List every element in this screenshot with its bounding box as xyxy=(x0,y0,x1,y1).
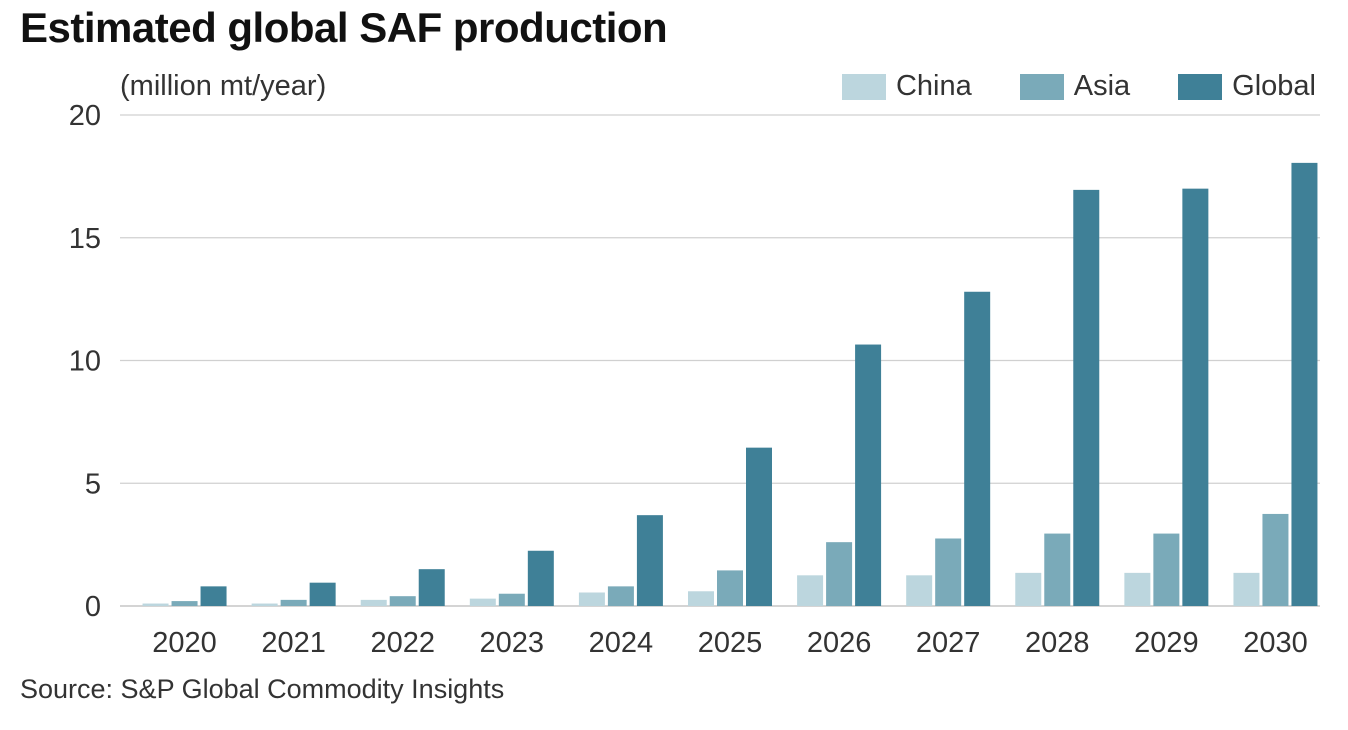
y-tick-label-0: 0 xyxy=(85,591,101,623)
bar-china-2023 xyxy=(469,598,496,606)
x-tick-label-2027: 2027 xyxy=(916,627,981,659)
x-tick-label-2029: 2029 xyxy=(1134,627,1199,659)
x-tick-label-2023: 2023 xyxy=(480,627,545,659)
legend-swatch-global xyxy=(1178,73,1223,100)
source-note: Source: S&P Global Commodity Insights xyxy=(20,674,505,704)
bar-asia-2021 xyxy=(280,599,307,606)
legend-item-asia: Asia xyxy=(1019,70,1131,103)
legend: China Asia Global xyxy=(841,70,1316,103)
legend-label-china: China xyxy=(895,70,972,102)
bar-global-2027 xyxy=(964,291,991,606)
x-tick-label-2024: 2024 xyxy=(589,627,654,659)
legend-swatch-asia xyxy=(1019,73,1064,100)
y-tick-label-20: 20 xyxy=(69,100,101,132)
x-tick-label-2030: 2030 xyxy=(1243,627,1308,659)
legend-label-asia: Asia xyxy=(1073,70,1131,102)
y-tick-label-10: 10 xyxy=(69,346,101,378)
bar-global-2024 xyxy=(636,515,663,606)
bar-global-2023 xyxy=(527,550,554,606)
bar-china-2020 xyxy=(142,603,169,606)
bar-global-2025 xyxy=(746,447,772,606)
y-tick-label-5: 5 xyxy=(85,468,101,500)
x-tick-label-2028: 2028 xyxy=(1025,627,1090,659)
x-tick-label-2026: 2026 xyxy=(807,627,872,659)
bar-asia-2025 xyxy=(717,570,743,606)
bar-asia-2024 xyxy=(607,586,634,606)
bar-china-2026 xyxy=(797,575,824,606)
chart-title: Estimated global SAF production xyxy=(20,4,668,51)
bar-china-2021 xyxy=(251,603,278,606)
y-axis-unit-label: (million mt/year) xyxy=(120,70,327,102)
x-tick-label-2025: 2025 xyxy=(698,627,763,659)
bar-asia-2022 xyxy=(389,596,416,606)
bar-global-2028 xyxy=(1073,189,1100,606)
bar-asia-2026 xyxy=(826,542,853,606)
bar-asia-2023 xyxy=(498,593,525,606)
bar-asia-2020 xyxy=(171,601,198,606)
bar-china-2028 xyxy=(1015,572,1042,606)
bar-global-2020 xyxy=(200,586,227,606)
bar-global-2022 xyxy=(418,569,445,606)
legend-item-china: China xyxy=(841,70,972,103)
bar-global-2021 xyxy=(309,582,336,606)
bar-global-2029 xyxy=(1182,188,1209,606)
legend-swatch-china xyxy=(841,73,886,100)
x-tick-label-2022: 2022 xyxy=(370,627,435,659)
legend-label-global: Global xyxy=(1232,70,1316,102)
bar-china-2030 xyxy=(1233,572,1260,606)
legend-item-global: Global xyxy=(1178,70,1316,103)
bar-china-2024 xyxy=(578,592,605,606)
bar-asia-2029 xyxy=(1153,533,1180,606)
bar-china-2027 xyxy=(906,575,933,606)
x-tick-label-2021: 2021 xyxy=(261,627,326,659)
bar-asia-2028 xyxy=(1044,533,1071,606)
x-tick-label-2020: 2020 xyxy=(152,627,217,659)
y-tick-label-15: 15 xyxy=(69,223,101,255)
bar-asia-2027 xyxy=(935,538,962,606)
bar-global-2026 xyxy=(855,344,882,606)
bar-china-2025 xyxy=(688,591,714,606)
bar-global-2030 xyxy=(1291,162,1318,606)
bar-china-2029 xyxy=(1124,572,1151,606)
bar-china-2022 xyxy=(360,599,387,606)
bar-asia-2030 xyxy=(1262,513,1289,606)
